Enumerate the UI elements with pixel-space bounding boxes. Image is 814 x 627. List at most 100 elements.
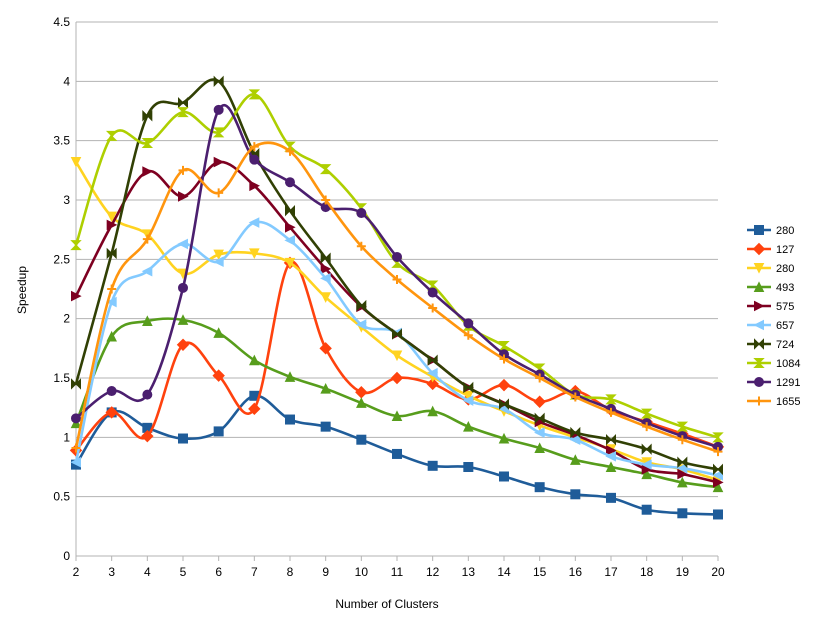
data-point: [677, 508, 688, 519]
legend-entry: 657: [747, 319, 794, 332]
data-point: [642, 422, 652, 432]
data-point: [213, 256, 224, 268]
legend-label: 1084: [776, 358, 800, 370]
legend-label: 1655: [776, 396, 800, 408]
data-point: [249, 354, 260, 366]
data-point: [284, 257, 296, 269]
data-point: [106, 296, 117, 308]
legend-swatch-marker: [753, 263, 765, 274]
data-point: [676, 462, 688, 474]
data-point: [391, 410, 403, 421]
data-point: [392, 448, 402, 459]
y-tick-label: 3.5: [53, 134, 70, 148]
data-point: [640, 408, 653, 419]
data-point: [142, 110, 153, 122]
data-point: [320, 292, 331, 303]
data-point: [534, 482, 545, 493]
legend: 280 127 280 493 575 657 724 1084 1291 1655: [747, 225, 800, 408]
x-tick-label: 11: [391, 565, 404, 579]
series-layer: [69, 75, 725, 520]
data-point: [712, 481, 724, 493]
data-point: [356, 299, 367, 312]
data-point: [641, 443, 652, 455]
x-tick-label: 10: [355, 565, 369, 579]
legend-entry: 493: [747, 281, 794, 294]
data-point: [605, 461, 617, 472]
data-point: [427, 460, 438, 471]
data-point: [141, 138, 154, 149]
data-point: [71, 443, 81, 453]
data-point: [534, 412, 545, 425]
legend-label: 493: [776, 282, 794, 294]
data-point: [178, 165, 188, 175]
data-point: [427, 367, 438, 379]
x-tick-label: 9: [322, 565, 329, 579]
data-point: [676, 421, 689, 432]
legend-entry: 1084: [747, 358, 800, 370]
y-tick-label: 0: [63, 549, 70, 563]
legend-swatch-marker: [754, 338, 764, 350]
data-point: [641, 504, 652, 515]
data-point: [427, 405, 438, 417]
legend-entry: 724: [747, 338, 794, 351]
legend-entry: 575: [747, 300, 794, 313]
data-point: [142, 234, 152, 244]
data-point: [499, 354, 509, 364]
data-point: [677, 476, 688, 488]
data-point: [320, 421, 331, 432]
data-point: [71, 413, 81, 424]
data-point: [212, 369, 225, 382]
y-axis-label: Speedup: [15, 266, 29, 314]
data-point: [320, 383, 331, 394]
data-point: [713, 509, 723, 520]
data-point: [285, 146, 295, 156]
data-point: [570, 489, 581, 500]
data-point: [285, 177, 295, 188]
data-point: [427, 287, 438, 298]
data-point: [177, 314, 189, 325]
data-point: [249, 142, 259, 152]
x-tick-label: 7: [251, 565, 258, 579]
data-point: [463, 462, 474, 472]
data-point: [390, 371, 404, 385]
x-tick-label: 19: [676, 565, 690, 579]
data-point: [499, 471, 509, 482]
legend-swatch-marker: [754, 396, 764, 406]
data-point: [320, 252, 331, 264]
legend-label: 1291: [776, 377, 800, 389]
x-tick-label: 6: [215, 565, 222, 579]
data-point: [570, 426, 581, 439]
data-point: [534, 442, 545, 454]
x-tick-label: 12: [426, 565, 440, 579]
legend-entry: 280: [747, 263, 794, 275]
legend-label: 280: [776, 263, 794, 275]
x-tick-label: 18: [640, 565, 654, 579]
data-point: [713, 447, 723, 457]
data-point: [392, 275, 402, 285]
x-tick-label: 20: [711, 565, 725, 579]
data-point: [71, 290, 82, 302]
data-point: [141, 265, 153, 277]
legend-swatch-marker: [753, 319, 764, 331]
legend-swatch-marker: [754, 225, 764, 235]
x-tick-label: 13: [462, 565, 476, 579]
legend-entry: 1655: [747, 396, 800, 408]
data-point: [105, 130, 118, 141]
data-point: [70, 240, 82, 251]
data-point: [356, 397, 367, 408]
data-point: [70, 157, 82, 168]
data-point: [248, 217, 260, 228]
data-point: [142, 315, 153, 327]
data-point: [570, 454, 581, 465]
data-point: [284, 235, 295, 246]
data-point: [106, 330, 117, 342]
x-tick-label: 2: [73, 565, 80, 579]
data-point: [142, 389, 153, 400]
data-point: [212, 127, 225, 138]
series-10: [71, 141, 723, 457]
y-tick-label: 1.5: [53, 371, 70, 385]
x-tick-label: 4: [144, 565, 151, 579]
legend-swatch-marker: [753, 358, 765, 368]
data-point: [462, 395, 474, 406]
